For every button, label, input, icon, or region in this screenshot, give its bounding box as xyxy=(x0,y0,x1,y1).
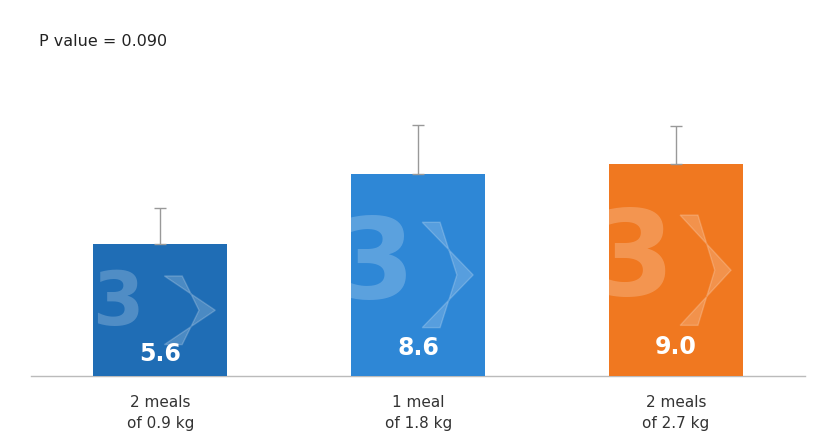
Text: 3: 3 xyxy=(92,268,143,342)
Bar xyxy=(351,173,485,376)
Text: 8.6: 8.6 xyxy=(396,336,439,360)
Text: P value = 0.090: P value = 0.090 xyxy=(39,33,167,49)
Polygon shape xyxy=(422,222,473,328)
Text: 3: 3 xyxy=(336,213,414,321)
Bar xyxy=(93,244,227,376)
Polygon shape xyxy=(164,276,215,345)
Text: 3: 3 xyxy=(591,204,674,320)
Bar xyxy=(609,164,742,376)
Text: 5.6: 5.6 xyxy=(139,342,181,366)
Polygon shape xyxy=(679,215,731,325)
Text: 9.0: 9.0 xyxy=(654,335,696,359)
